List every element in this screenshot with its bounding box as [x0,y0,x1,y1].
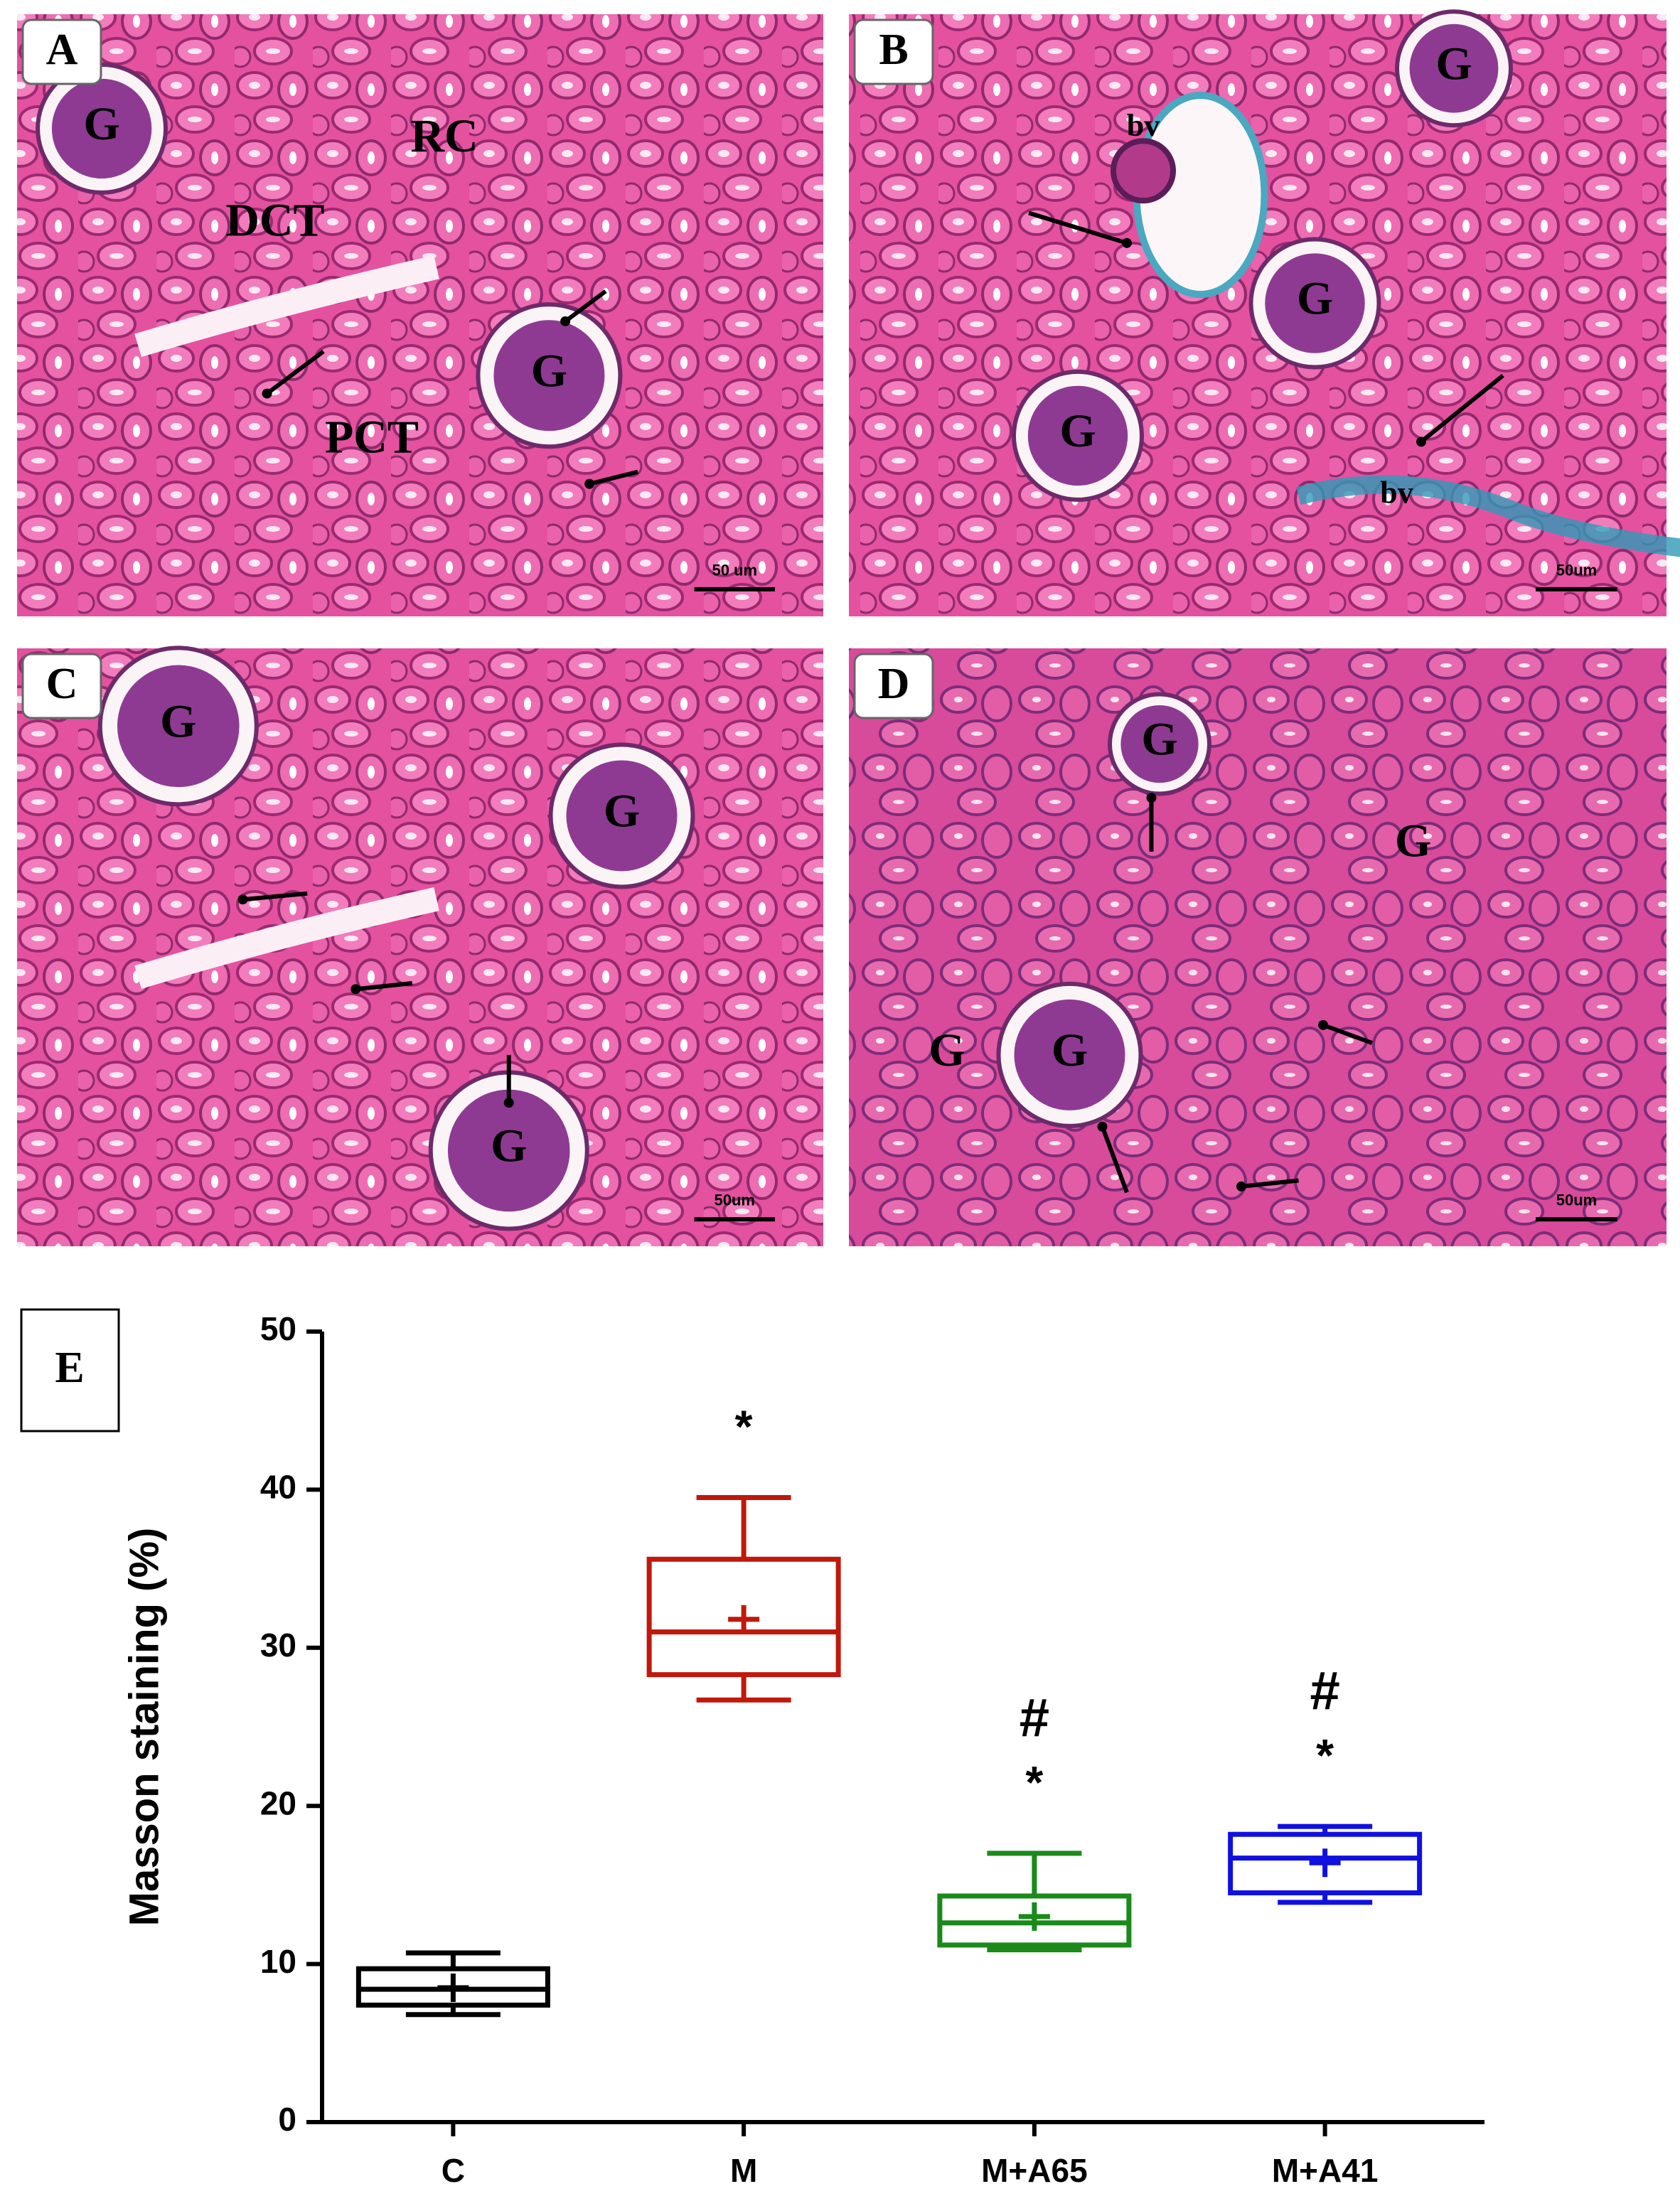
arrow-head [1416,437,1426,447]
y-axis-title: Masson staining (%) [121,1528,167,1927]
panel-label-box [20,1308,120,1433]
x-tick-label: M+A41 [1272,2152,1379,2189]
glomerulus [1120,705,1199,783]
structure-label: G [1052,1024,1088,1076]
structure-label: bv [1380,476,1413,510]
y-tick-label: 10 [260,1943,296,1980]
arrow [1241,1178,1299,1189]
panel-label: D [878,660,910,708]
structure-label: G [491,1120,527,1172]
significance-marker: * [1025,1757,1043,1808]
box-chart: E Masson staining (%) 0 10 20 30 40 50 C M * M+A6… [20,1308,1484,2189]
tissue [849,648,1666,1246]
structure-label: G [531,345,567,397]
significance-marker: * [1316,1730,1334,1781]
y-tick-label: 0 [278,2101,296,2138]
mean-marker [728,1605,760,1634]
box [1228,1831,1423,1896]
glomerulus [447,1089,570,1212]
structure-label: G [1297,273,1333,325]
glomerulus [1027,385,1128,486]
x-tick-label: C [442,2152,465,2189]
glomerulus [1014,999,1125,1110]
scale-bar-label: 50um [1556,561,1597,579]
arrow [242,891,308,902]
scale-bar-label: 50um [1556,1192,1597,1209]
structure-label: bv [1127,108,1160,143]
panel-label-box [853,18,934,85]
structure-label: G [83,98,119,150]
scale-bar-label: 50 um [712,561,757,579]
significance-marker: # [1310,1661,1339,1721]
micrograph: C G G G 50um [17,646,823,1246]
panel-label-box [853,653,934,719]
micrograph: D G G G G 50um [849,648,1666,1246]
glomerulus [566,760,678,872]
y-tick-label: 50 [260,1310,296,1347]
arrow [1322,1023,1374,1045]
glomerulus [51,78,152,179]
arrow-head [560,316,571,326]
structure-label: G [160,695,196,747]
structure-label: G [929,1024,965,1076]
mean-marker [1018,1902,1050,1931]
structure-label: G [1435,38,1472,90]
tubule-lumen [134,887,439,989]
structure-label: RC [410,110,478,162]
glomerulus [1265,253,1365,353]
structure-label: G [1059,405,1096,457]
vessel [1111,138,1176,204]
panel-label: E [55,1344,84,1392]
y-tick-label: 20 [260,1784,296,1821]
panel-label: B [879,26,908,74]
panel-label: C [46,660,78,708]
y-tick-label: 40 [260,1469,296,1506]
arrow [355,980,412,992]
arrow-head [503,1098,514,1108]
glomerulus [117,665,240,788]
glomerulus [1409,23,1499,113]
micrograph: B Gbv G Gbv 50um [849,9,1680,616]
panel-label: A [46,26,78,74]
x-tick-label: M [730,2152,757,2189]
arrow [265,349,325,396]
tubule-lumen [134,255,439,358]
structure-label: DCT [225,195,324,247]
mean-marker [1309,1848,1341,1878]
panel-label-box [21,18,102,85]
arrow [564,289,607,323]
structure-label: G [1395,815,1431,867]
significance-marker: # [1020,1688,1049,1748]
arrow-head [1236,1181,1246,1192]
arrow-head [1318,1019,1328,1030]
significance-marker: * [735,1401,753,1452]
panel-label-box [21,653,102,719]
arrow-head [237,894,248,905]
arrow-head [1097,1121,1108,1132]
x-tick-label: M+A65 [981,2152,1088,2189]
arrow [1100,1125,1129,1194]
y-tick-label: 30 [260,1627,296,1664]
structure-label: G [1141,714,1177,766]
arrow-head [584,478,595,489]
arrow-head [1146,793,1157,803]
arrow-head [351,984,361,995]
arrow-head [262,388,272,399]
fibrosis [1296,475,1680,557]
box [646,1556,841,1678]
mean-marker [437,1973,469,2002]
scale-bar-label: 50um [715,1192,755,1209]
structure-label: PCT [325,412,419,464]
structure-label: G [604,786,640,837]
arrow [1420,373,1504,444]
arrow [1028,210,1128,245]
arrow-head [1122,237,1132,248]
glomerulus [493,320,605,432]
arrow [589,469,638,486]
